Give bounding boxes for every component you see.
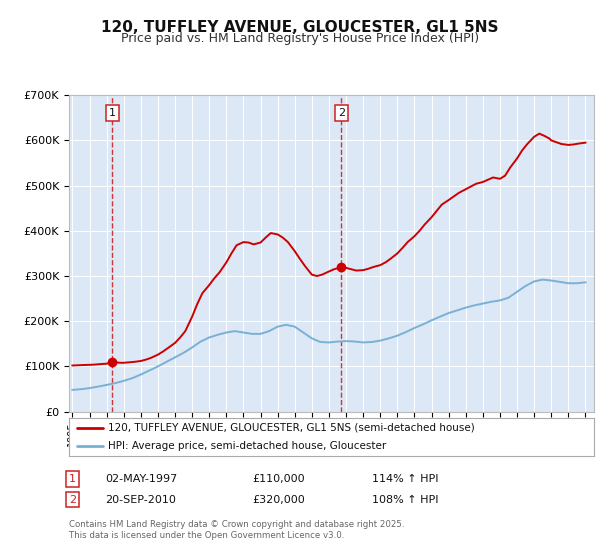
Text: £320,000: £320,000 (252, 494, 305, 505)
Text: 120, TUFFLEY AVENUE, GLOUCESTER, GL1 5NS (semi-detached house): 120, TUFFLEY AVENUE, GLOUCESTER, GL1 5NS… (109, 423, 475, 433)
Text: 1: 1 (69, 474, 76, 484)
Text: 2: 2 (338, 108, 345, 118)
Text: £110,000: £110,000 (252, 474, 305, 484)
Text: 2: 2 (69, 494, 76, 505)
Text: Price paid vs. HM Land Registry's House Price Index (HPI): Price paid vs. HM Land Registry's House … (121, 32, 479, 45)
Text: HPI: Average price, semi-detached house, Gloucester: HPI: Average price, semi-detached house,… (109, 441, 386, 451)
Text: 120, TUFFLEY AVENUE, GLOUCESTER, GL1 5NS: 120, TUFFLEY AVENUE, GLOUCESTER, GL1 5NS (101, 20, 499, 35)
Text: 20-SEP-2010: 20-SEP-2010 (105, 494, 176, 505)
Text: 02-MAY-1997: 02-MAY-1997 (105, 474, 177, 484)
Text: 1: 1 (109, 108, 116, 118)
Text: Contains HM Land Registry data © Crown copyright and database right 2025.
This d: Contains HM Land Registry data © Crown c… (69, 520, 404, 540)
Text: 108% ↑ HPI: 108% ↑ HPI (372, 494, 439, 505)
Text: 114% ↑ HPI: 114% ↑ HPI (372, 474, 439, 484)
